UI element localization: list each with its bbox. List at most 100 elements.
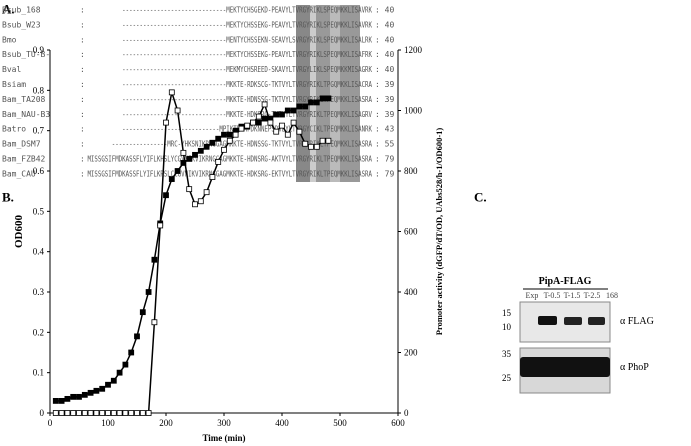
y2-tick-label: 600 (404, 227, 418, 237)
sequence: MISSGSIFMDKASSFLYIFLKRSLCCGVNIKVIKRNGGAG… (87, 169, 372, 178)
data-point (99, 385, 106, 392)
data-point (174, 168, 181, 174)
species-name: Bsiam (2, 80, 26, 89)
data-point (232, 131, 239, 138)
y-tick-label: 0.5 (33, 206, 45, 216)
panel-letter: B. (2, 190, 14, 205)
separator: : (80, 110, 85, 119)
separator: : (80, 65, 85, 74)
band (564, 317, 582, 325)
data-point (52, 397, 59, 404)
data-point (261, 101, 268, 108)
residue-count: : 39 (375, 110, 394, 119)
data-point (313, 143, 320, 150)
data-point (76, 393, 82, 400)
data-point (145, 289, 152, 295)
x-axis-label: Time (min) (202, 433, 245, 443)
data-point (70, 393, 77, 400)
data-point (313, 99, 320, 106)
y2-tick-label: 1200 (404, 45, 423, 55)
residue-count: : 39 (375, 80, 394, 89)
antibody-label: α PhoP (620, 362, 649, 373)
data-point (284, 131, 291, 138)
data-point (122, 361, 129, 368)
panel-letter: C. (474, 190, 487, 205)
species-name: Bam_NAU-B3 (2, 110, 50, 119)
x-tick-label: 600 (391, 418, 405, 428)
separator: : (80, 169, 85, 178)
data-point (180, 160, 187, 166)
sequence: ------------------------------MEKMYCHSRE… (122, 65, 372, 74)
residue-count: : 43 (375, 125, 394, 134)
x-tick-label: 0 (48, 418, 53, 428)
x-tick-label: 100 (101, 418, 115, 428)
y-tick-label: 0.9 (33, 45, 45, 55)
x-tick-label: 400 (275, 418, 289, 428)
data-point (110, 377, 117, 384)
separator: : (80, 35, 85, 44)
data-point (261, 115, 268, 122)
data-point (180, 149, 187, 156)
sequence: ------------------------------MKKTE-HDNS… (122, 95, 372, 104)
data-point (105, 410, 111, 416)
species-name: Bam_TA208 (2, 95, 46, 104)
data-point (192, 151, 198, 158)
data-point (168, 89, 175, 96)
species-name: Bam_DSM7 (2, 140, 41, 149)
data-point (87, 410, 94, 416)
species-name: Bsub_W23 (2, 20, 41, 29)
data-point (308, 99, 314, 106)
y2-tick-label: 1000 (404, 106, 423, 116)
data-point (255, 113, 262, 120)
data-point (186, 186, 193, 193)
data-point (284, 107, 291, 114)
panel-letter: A. (2, 2, 15, 17)
data-point (139, 410, 146, 416)
data-point (273, 111, 280, 118)
data-point (209, 139, 216, 146)
sequence: ------------------------------MEKTYCHSGE… (122, 6, 372, 15)
y2-axis-label: Promoter activity (dGFP/dT/OD, UAbs528/h… (434, 128, 444, 336)
data-point (52, 410, 59, 416)
y-tick-label: 0.3 (33, 287, 45, 297)
sequence: ------------------------------MKKTE-RDKS… (122, 80, 372, 89)
size-marker: 10 (502, 322, 512, 332)
data-point (197, 147, 204, 154)
data-point (319, 137, 326, 144)
y2-tick-label: 0 (404, 408, 409, 418)
lane-label: 168 (606, 291, 618, 300)
data-point (122, 410, 129, 416)
data-point (116, 410, 123, 416)
separator: : (80, 6, 85, 15)
lane-label: Exp (526, 291, 539, 300)
data-point (58, 410, 65, 416)
data-point (302, 103, 309, 110)
data-point (226, 137, 233, 144)
species-name: Bval (2, 65, 21, 74)
data-point (226, 131, 233, 138)
data-point (325, 137, 332, 144)
separator: : (80, 95, 85, 104)
y-tick-label: 0.1 (33, 368, 44, 378)
y-tick-label: 0.8 (33, 85, 45, 95)
data-point (238, 125, 245, 132)
data-point (139, 309, 146, 316)
data-point (209, 174, 216, 180)
data-point (302, 140, 309, 147)
residue-count: : 40 (375, 50, 394, 59)
data-point (203, 189, 210, 196)
data-point (221, 146, 227, 153)
data-point (128, 410, 135, 416)
data-point (76, 410, 82, 416)
band (520, 357, 610, 377)
shade (310, 5, 316, 182)
data-point (290, 107, 297, 114)
data-point (168, 176, 175, 182)
data-point (192, 201, 198, 208)
data-point (279, 111, 285, 118)
data-point (325, 95, 332, 102)
data-point (215, 135, 222, 142)
residue-count: : 40 (375, 20, 394, 29)
data-point (58, 397, 65, 404)
